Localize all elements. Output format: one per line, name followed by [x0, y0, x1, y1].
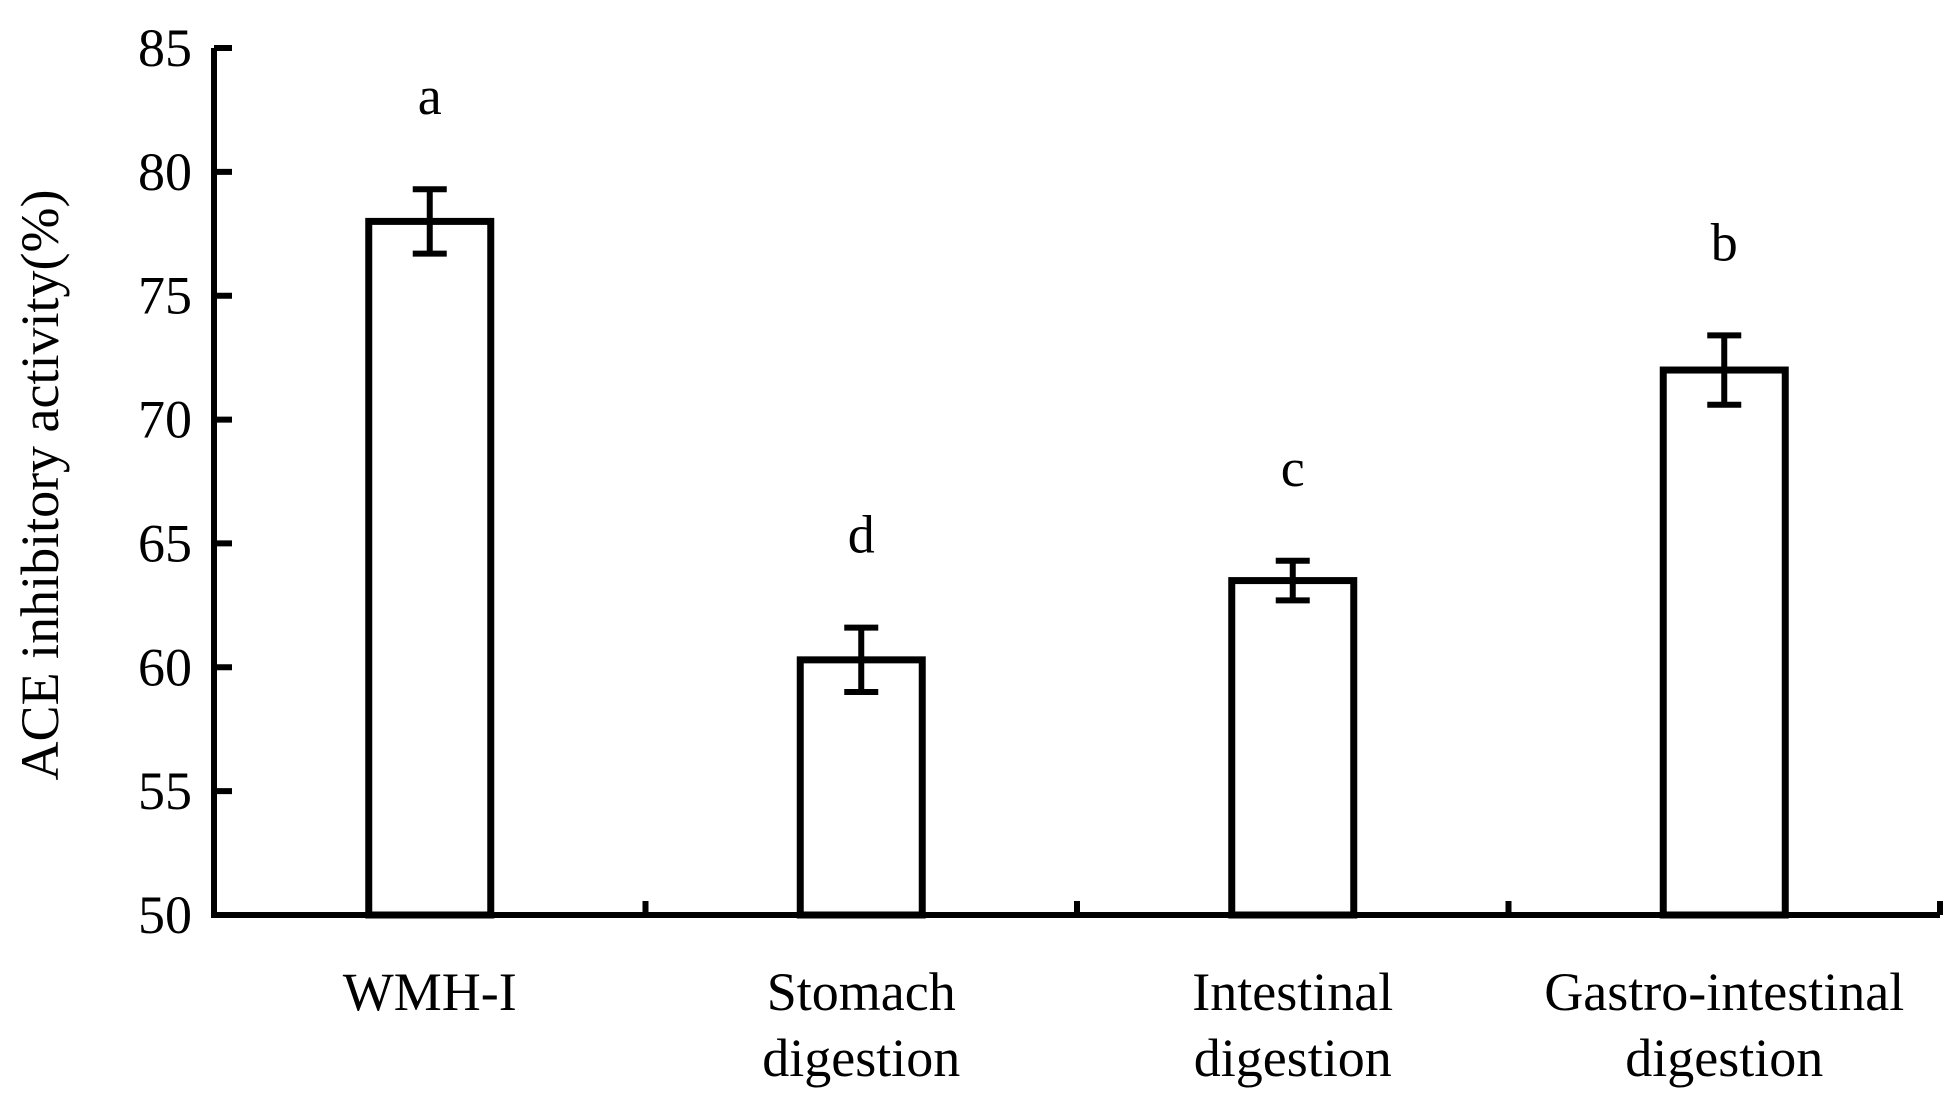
- category-label: WMH-I: [343, 962, 517, 1022]
- y-axis-title: ACE inhibitory activity(%): [10, 190, 70, 781]
- significance-letter: a: [418, 66, 442, 126]
- category-label: Gastro-intestinal: [1544, 962, 1904, 1022]
- significance-letter: c: [1281, 438, 1305, 498]
- y-ticks: 50 55 60 65 70 75 80 85: [138, 18, 232, 945]
- category-label: Stomach: [767, 962, 956, 1022]
- y-tick-label: 75: [138, 266, 192, 326]
- category-label: Intestinal: [1192, 962, 1393, 1022]
- significance-letter: d: [848, 505, 875, 565]
- y-tick-label: 65: [138, 513, 192, 573]
- bar: [796, 656, 926, 919]
- bar: [365, 217, 495, 919]
- y-tick-label: 85: [138, 18, 192, 78]
- category-label: digestion: [1194, 1028, 1392, 1088]
- bars: [365, 217, 1789, 919]
- bar: [1228, 577, 1358, 919]
- category-label: digestion: [762, 1028, 960, 1088]
- bar: [1659, 366, 1789, 919]
- significance-letter: b: [1711, 212, 1738, 272]
- y-tick-label: 50: [138, 885, 192, 945]
- category-labels: WMH-I StomachdigestionIntestinaldigestion…: [343, 962, 1904, 1088]
- y-tick-label: 60: [138, 637, 192, 697]
- y-tick-label: 80: [138, 142, 192, 202]
- axes: [211, 48, 1943, 918]
- error-bars: [412, 186, 1742, 696]
- significance-labels: a d c b: [418, 66, 1738, 564]
- y-tick-label: 55: [138, 761, 192, 821]
- y-tick-label: 70: [138, 390, 192, 450]
- category-label: digestion: [1625, 1028, 1823, 1088]
